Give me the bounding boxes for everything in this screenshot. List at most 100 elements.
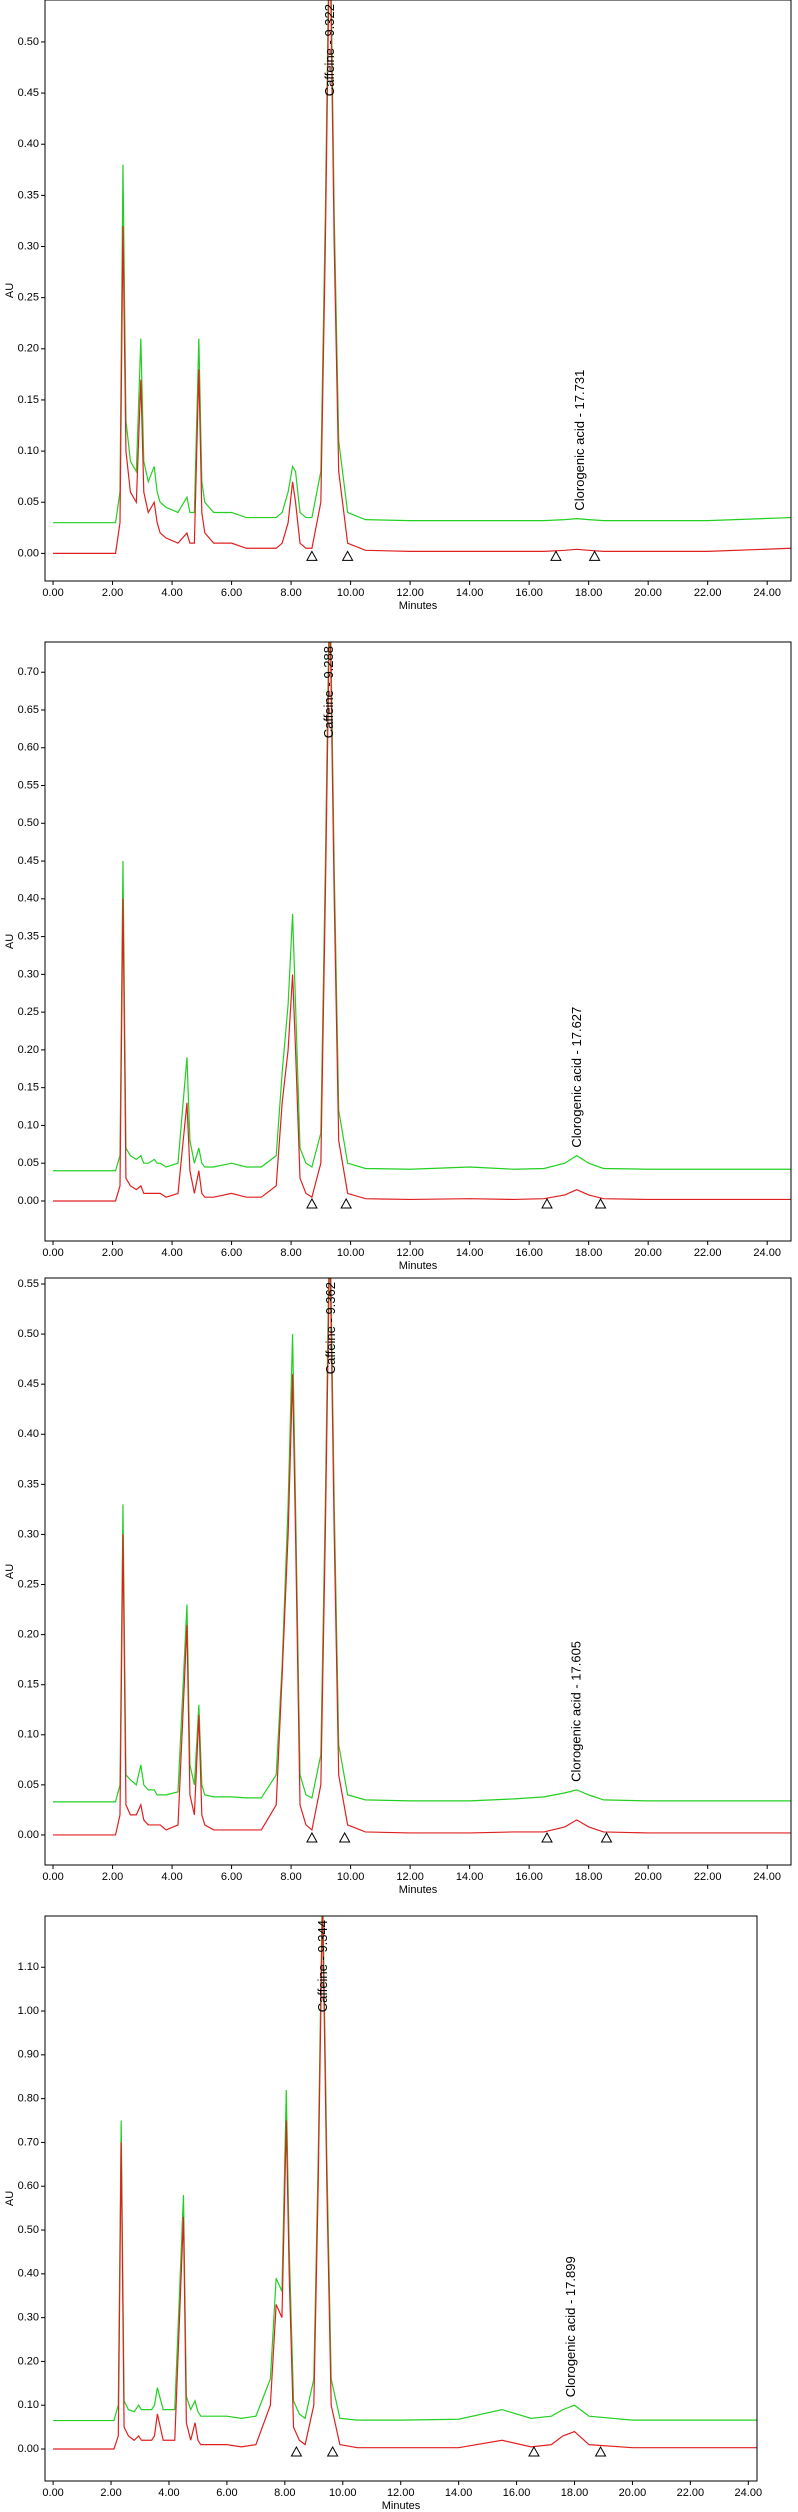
y-tick-label: 0.40 — [18, 138, 39, 150]
y-tick-label: 0.45 — [18, 855, 39, 867]
x-tick-label: 16.00 — [515, 587, 543, 599]
y-tick-label: 0.35 — [18, 930, 39, 942]
chart-panel: 0.00 0.05 0.10 0.15 0.20 0.25 0.30 0.35 0.40 0.45… — [4, 1277, 792, 1896]
peak-label: Caffeine - 9.344 — [315, 1920, 330, 2012]
x-tick-label: 10.00 — [329, 2487, 357, 2499]
x-tick-label: 2.00 — [100, 2487, 121, 2499]
y-tick-label: 0.20 — [18, 1629, 39, 1641]
x-tick-label: 6.00 — [221, 587, 242, 599]
y-tick-label: 0.35 — [18, 189, 39, 201]
plot-frame — [44, 641, 792, 1242]
y-tick-label: 0.10 — [18, 1729, 39, 1741]
peak-mark — [306, 550, 318, 561]
x-tick-label: 8.00 — [280, 1247, 301, 1259]
x-tick-label: 22.00 — [694, 1247, 722, 1259]
trace-line — [53, 1278, 791, 1836]
y-tick-label: 0.15 — [18, 1679, 39, 1691]
x-tick-label: 16.00 — [515, 1247, 543, 1259]
peak-mark — [340, 1197, 352, 1209]
x-tick-label: 24.00 — [753, 1247, 781, 1259]
x-tick-label: 6.00 — [216, 2487, 237, 2499]
y-tick-label: 1.10 — [18, 1961, 39, 1973]
plot-frame — [44, 1277, 792, 1866]
peak-mark — [290, 2445, 303, 2457]
x-tick-label: 12.00 — [396, 1871, 424, 1883]
x-axis-label: Minutes — [399, 1884, 438, 1896]
x-tick-label: 4.00 — [158, 2487, 179, 2499]
x-tick-label: 22.00 — [694, 1871, 722, 1883]
y-tick-label: 0.00 — [18, 2443, 39, 2455]
peak-mark — [306, 1831, 318, 1843]
peak-mark — [588, 550, 601, 561]
peak-label: Caffeine - 9.288 — [321, 646, 336, 738]
y-tick-label: 0.30 — [18, 968, 39, 980]
x-tick-label: 12.00 — [396, 587, 424, 599]
peak-label: Caffeine - 9.322 — [322, 4, 337, 96]
y-axis-label: AU — [4, 934, 16, 949]
trace-line — [53, 0, 791, 554]
x-tick-label: 6.00 — [221, 1247, 242, 1259]
x-tick-label: 10.00 — [337, 587, 365, 599]
x-tick-label: 14.00 — [456, 1871, 484, 1883]
y-tick-label: 0.10 — [18, 2399, 39, 2411]
y-tick-label: 0.05 — [18, 496, 39, 508]
peak-mark — [528, 2445, 540, 2457]
y-tick-label: 0.25 — [18, 1578, 39, 1590]
x-tick-label: 16.00 — [503, 2487, 531, 2499]
y-tick-label: 0.30 — [18, 2312, 39, 2324]
y-tick-label: 0.40 — [18, 893, 39, 905]
y-tick-label: 0.50 — [18, 1328, 39, 1340]
x-tick-label: 20.00 — [634, 587, 662, 599]
peak-label: Clorogenic acid - 17.605 — [568, 1641, 583, 1782]
y-tick-label: 0.00 — [18, 547, 39, 559]
plot-frame — [44, 0, 792, 582]
x-tick-label: 2.00 — [102, 1247, 123, 1259]
x-tick-label: 20.00 — [634, 1871, 662, 1883]
peak-mark — [594, 1197, 607, 1209]
y-tick-label: 0.10 — [18, 1119, 39, 1131]
x-tick-label: 2.00 — [102, 1871, 123, 1883]
trace-line — [53, 642, 791, 1202]
x-tick-label: 24.00 — [735, 2487, 763, 2499]
y-tick-label: 0.60 — [18, 2180, 39, 2192]
x-tick-label: 18.00 — [575, 587, 603, 599]
x-axis-label: Minutes — [399, 1260, 438, 1272]
chart-panel: 0.00 0.05 0.10 0.15 0.20 0.25 0.30 0.35 0.40 0.45… — [4, 0, 792, 612]
trace-line — [53, 1916, 757, 2422]
peak-label: Caffeine - 9.362 — [323, 1282, 338, 1374]
y-tick-label: 1.00 — [18, 2005, 39, 2017]
peak-mark — [326, 2445, 339, 2457]
y-tick-label: 0.15 — [18, 394, 39, 406]
y-tick-label: 0.55 — [18, 779, 39, 791]
y-tick-label: 0.00 — [18, 1195, 39, 1207]
x-tick-label: 10.00 — [337, 1247, 365, 1259]
x-tick-label: 14.00 — [456, 587, 484, 599]
x-axis-label: Minutes — [399, 600, 438, 612]
x-tick-label: 24.00 — [753, 1871, 781, 1883]
x-tick-label: 4.00 — [161, 1247, 182, 1259]
y-tick-label: 0.20 — [18, 2355, 39, 2367]
trace-line — [53, 1916, 757, 2450]
peak-mark — [306, 1197, 318, 1209]
x-axis-label: Minutes — [382, 2500, 421, 2512]
y-tick-label: 0.05 — [18, 1779, 39, 1791]
y-tick-label: 0.45 — [18, 1378, 39, 1390]
x-tick-label: 12.00 — [396, 1247, 424, 1259]
y-tick-label: 0.25 — [18, 1006, 39, 1018]
plot-frame — [44, 1915, 758, 2482]
x-tick-label: 24.00 — [753, 587, 781, 599]
x-tick-label: 8.00 — [280, 587, 301, 599]
y-axis-label: AU — [4, 283, 16, 298]
y-axis-label: AU — [4, 1564, 16, 1579]
y-tick-label: 0.35 — [18, 1478, 39, 1490]
plot-area — [53, 1278, 791, 1836]
y-tick-label: 0.40 — [18, 2268, 39, 2280]
peak-mark — [338, 1831, 351, 1843]
x-tick-label: 2.00 — [102, 587, 123, 599]
x-tick-label: 0.00 — [42, 587, 63, 599]
x-tick-label: 12.00 — [387, 2487, 415, 2499]
x-tick-label: 18.00 — [575, 1247, 603, 1259]
y-tick-label: 0.20 — [18, 343, 39, 355]
chart-panel: 0.00 0.10 0.20 0.30 0.40 0.50 0.60 0.70 0.80 0.90… — [4, 1915, 763, 2512]
peak-mark — [550, 550, 562, 561]
